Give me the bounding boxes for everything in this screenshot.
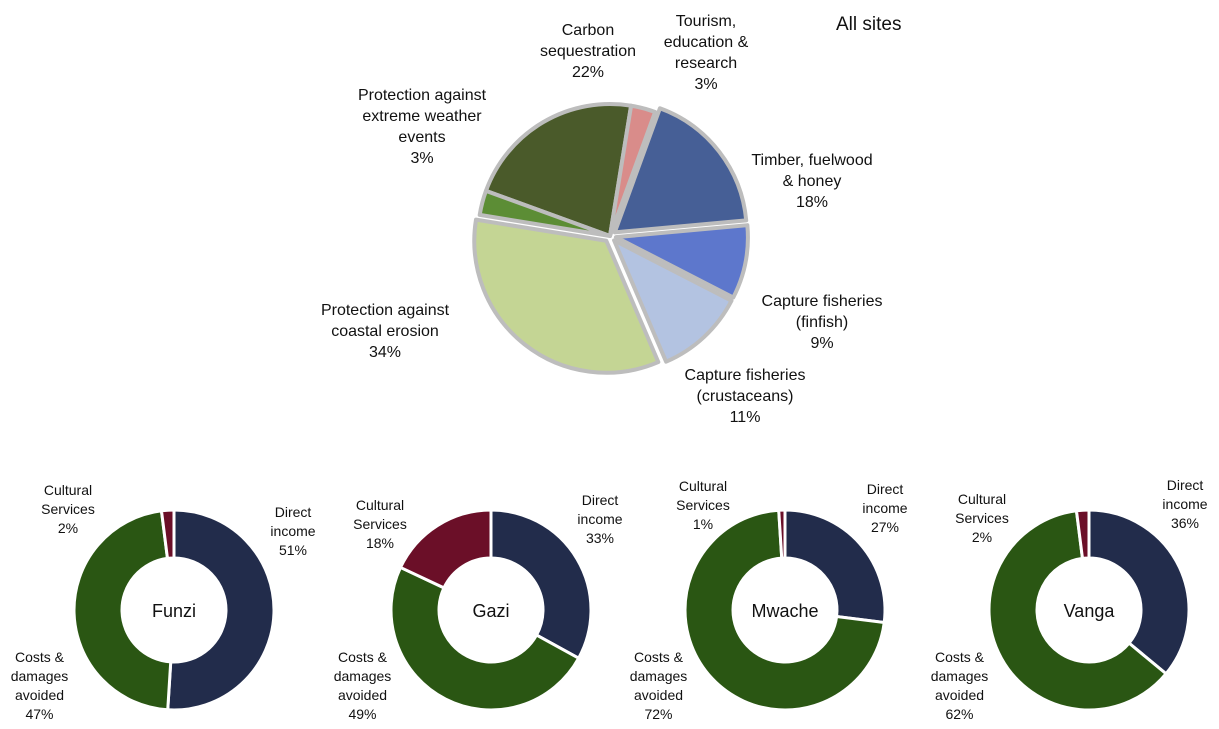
funzi-slice-costs-damages-avoided: [72, 509, 173, 712]
vanga-slice-cultural-services: [1074, 508, 1091, 561]
mwache-label-direct-income: Direct income 27%: [862, 481, 908, 535]
gazi-label-direct-income: Direct income 33%: [577, 492, 623, 546]
main-label-extreme-weather: Protection against extreme weather events 3…: [357, 87, 487, 167]
main-pie-title: All sites: [836, 14, 902, 35]
mwache-slice-cultural-services: [777, 508, 787, 560]
vanga-slice-costs-damages-avoided: [987, 509, 1169, 712]
funzi-slice-cultural-services: [159, 508, 176, 561]
mwache-slice-costs-damages-avoided: [683, 508, 886, 712]
main-slice-tourism-education-research: [608, 103, 658, 238]
funzi-label-direct-income: Direct income 51%: [270, 504, 316, 558]
gazi-label-costs: Costs & damages avoided 49%: [333, 649, 392, 722]
mwache-center-label: Mwache: [751, 601, 819, 621]
mwache-label-cultural: Cultural Services 1%: [676, 478, 730, 532]
gazi-slice-costs-damages-avoided: [389, 565, 581, 712]
main-label-tourism: Tourism, education & research 3%: [663, 13, 749, 93]
main-slice-protection-against-coastal-erosion: [472, 217, 661, 375]
mwache-label-costs: Costs & damages avoided 72%: [629, 649, 688, 722]
gazi-center-label: Gazi: [472, 601, 510, 621]
vanga-label-cultural: Cultural Services 2%: [955, 491, 1009, 545]
gazi-slice-direct-income: [489, 508, 593, 661]
main-label-carbon: Carbon sequestration 22%: [539, 22, 637, 81]
funzi-label-costs: Costs & damages avoided 47%: [10, 649, 69, 722]
main-slice-capture-fisheries-crustaceans: [612, 238, 734, 364]
vanga-slice-direct-income: [1087, 508, 1191, 676]
funzi-label-cultural: Cultural Services 2%: [41, 482, 95, 536]
main-slice-timber-fuelwood-honey: [612, 106, 749, 235]
mwache-slice-direct-income: [783, 508, 887, 625]
vanga-label-direct-income: Direct income 36%: [1162, 477, 1208, 531]
main-label-finfish: Capture fisheries (finfish) 9%: [761, 293, 883, 352]
funzi-slice-direct-income: [166, 508, 276, 712]
vanga-label-costs: Costs & damages avoided 62%: [930, 649, 989, 722]
main-label-timber: Timber, fuelwood & honey 18%: [751, 152, 873, 211]
main-label-coastal-erosion: Protection against coastal erosion 34%: [320, 302, 450, 361]
funzi-center-label: Funzi: [151, 601, 196, 621]
gazi-slice-cultural-services: [398, 508, 493, 590]
vanga-center-label: Vanga: [1063, 601, 1115, 621]
main-slice-capture-fisheries-finfish: [613, 223, 750, 300]
gazi-label-cultural: Cultural Services 18%: [353, 497, 407, 551]
main-slice-protection-against-extreme-weather-events: [477, 188, 612, 238]
main-label-crustaceans: Capture fisheries (crustaceans) 11%: [684, 367, 806, 426]
